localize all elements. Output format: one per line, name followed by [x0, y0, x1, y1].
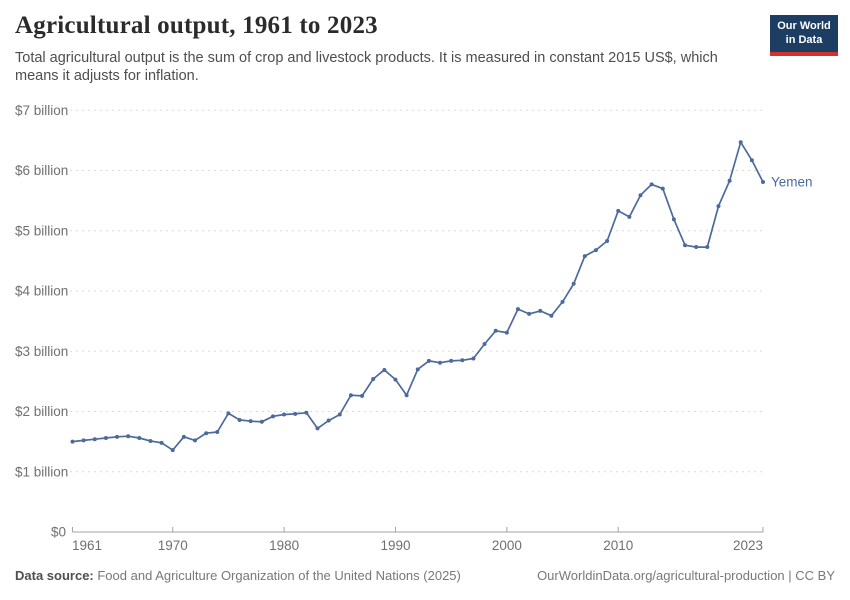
x-axis-label: 2000	[492, 538, 522, 553]
y-axis-label: $4 billion	[15, 284, 68, 299]
data-point[interactable]	[460, 358, 465, 363]
data-point[interactable]	[259, 419, 264, 424]
y-axis-label-0: $0	[51, 525, 66, 540]
data-point[interactable]	[493, 328, 498, 333]
data-point[interactable]	[382, 367, 387, 372]
y-axis-label: $5 billion	[15, 223, 68, 238]
data-point[interactable]	[515, 307, 520, 312]
data-point[interactable]	[527, 311, 532, 316]
chart-subtitle: Total agricultural output is the sum of …	[15, 49, 718, 85]
data-point[interactable]	[616, 208, 621, 213]
data-point[interactable]	[193, 438, 198, 443]
data-source-label: Data source:	[15, 568, 94, 583]
data-point[interactable]	[683, 243, 688, 248]
data-point[interactable]	[92, 437, 97, 442]
data-point[interactable]	[103, 436, 108, 441]
data-point[interactable]	[605, 239, 610, 244]
data-point[interactable]	[393, 377, 398, 382]
y-axis-label: $6 billion	[15, 163, 68, 178]
entity-label-yemen[interactable]: Yemen	[771, 174, 813, 189]
data-point[interactable]	[482, 342, 487, 347]
data-point[interactable]	[304, 410, 309, 415]
data-point[interactable]	[293, 411, 298, 416]
owid-logo-text: Our World in Data	[770, 15, 838, 52]
data-point[interactable]	[115, 434, 120, 439]
y-axis-label: $7 billion	[15, 103, 68, 118]
series-line-yemen[interactable]	[71, 141, 764, 451]
data-point[interactable]	[694, 245, 699, 250]
data-point[interactable]	[649, 182, 654, 187]
data-point[interactable]	[549, 313, 554, 318]
data-point[interactable]	[148, 439, 153, 444]
data-point[interactable]	[137, 436, 142, 441]
data-point[interactable]	[159, 440, 164, 445]
x-axis-label: 1990	[380, 538, 410, 553]
data-point[interactable]	[727, 178, 732, 183]
data-point[interactable]	[348, 393, 353, 398]
x-axis-label: 2023	[733, 538, 763, 553]
data-point[interactable]	[426, 358, 431, 363]
data-point[interactable]	[716, 204, 721, 209]
data-point[interactable]	[449, 358, 454, 363]
data-point[interactable]	[282, 412, 287, 417]
data-point[interactable]	[126, 434, 131, 439]
data-point[interactable]	[181, 434, 186, 439]
data-point[interactable]	[593, 248, 598, 253]
owid-logo-accent-bar	[770, 51, 838, 56]
owid-logo-line1: Our World	[777, 20, 831, 32]
credit-link[interactable]: OurWorldinData.org/agricultural-producti…	[537, 568, 835, 583]
x-axis-label: 1970	[158, 538, 188, 553]
data-point[interactable]	[638, 193, 643, 198]
data-point[interactable]	[270, 414, 275, 419]
data-point[interactable]	[360, 393, 365, 398]
data-source-text: Food and Agriculture Organization of the…	[93, 568, 461, 583]
data-point[interactable]	[337, 412, 342, 417]
data-point[interactable]	[315, 426, 320, 431]
data-point[interactable]	[371, 376, 376, 381]
data-point[interactable]	[237, 417, 242, 422]
data-point[interactable]	[761, 179, 765, 184]
data-point[interactable]	[504, 330, 509, 335]
data-point[interactable]	[571, 281, 576, 286]
data-point[interactable]	[81, 438, 86, 443]
data-point[interactable]	[538, 308, 543, 313]
data-point[interactable]	[582, 254, 587, 259]
data-point[interactable]	[671, 217, 676, 222]
data-point[interactable]	[404, 393, 409, 398]
data-point[interactable]	[749, 158, 754, 163]
y-axis-label: $3 billion	[15, 344, 68, 359]
data-point[interactable]	[248, 419, 253, 424]
x-axis-label: 1961	[72, 538, 102, 553]
data-point[interactable]	[326, 418, 331, 423]
data-point[interactable]	[70, 439, 75, 444]
y-axis-label: $2 billion	[15, 404, 68, 419]
data-point[interactable]	[627, 214, 632, 219]
data-point[interactable]	[471, 356, 476, 361]
data-point[interactable]	[415, 367, 420, 372]
data-point[interactable]	[204, 431, 209, 436]
data-point[interactable]	[438, 360, 443, 365]
x-axis-label: 1980	[269, 538, 299, 553]
data-point[interactable]	[170, 448, 175, 453]
data-point[interactable]	[226, 411, 231, 416]
x-axis-label: 2010	[603, 538, 633, 553]
y-axis-label: $1 billion	[15, 464, 68, 479]
owid-logo-line2: in Data	[785, 33, 823, 46]
data-point[interactable]	[215, 429, 220, 434]
data-source-note: Data source: Food and Agriculture Organi…	[15, 568, 461, 583]
data-point[interactable]	[705, 245, 710, 250]
chart-title: Agricultural output, 1961 to 2023	[15, 12, 378, 39]
owid-logo[interactable]: Our World in Data	[770, 15, 838, 56]
data-point[interactable]	[660, 186, 665, 191]
chart-footer: Data source: Food and Agriculture Organi…	[15, 568, 835, 583]
data-point[interactable]	[738, 140, 743, 145]
data-point[interactable]	[560, 299, 565, 304]
chart-header: Agricultural output, 1961 to 2023 Total …	[15, 12, 760, 85]
